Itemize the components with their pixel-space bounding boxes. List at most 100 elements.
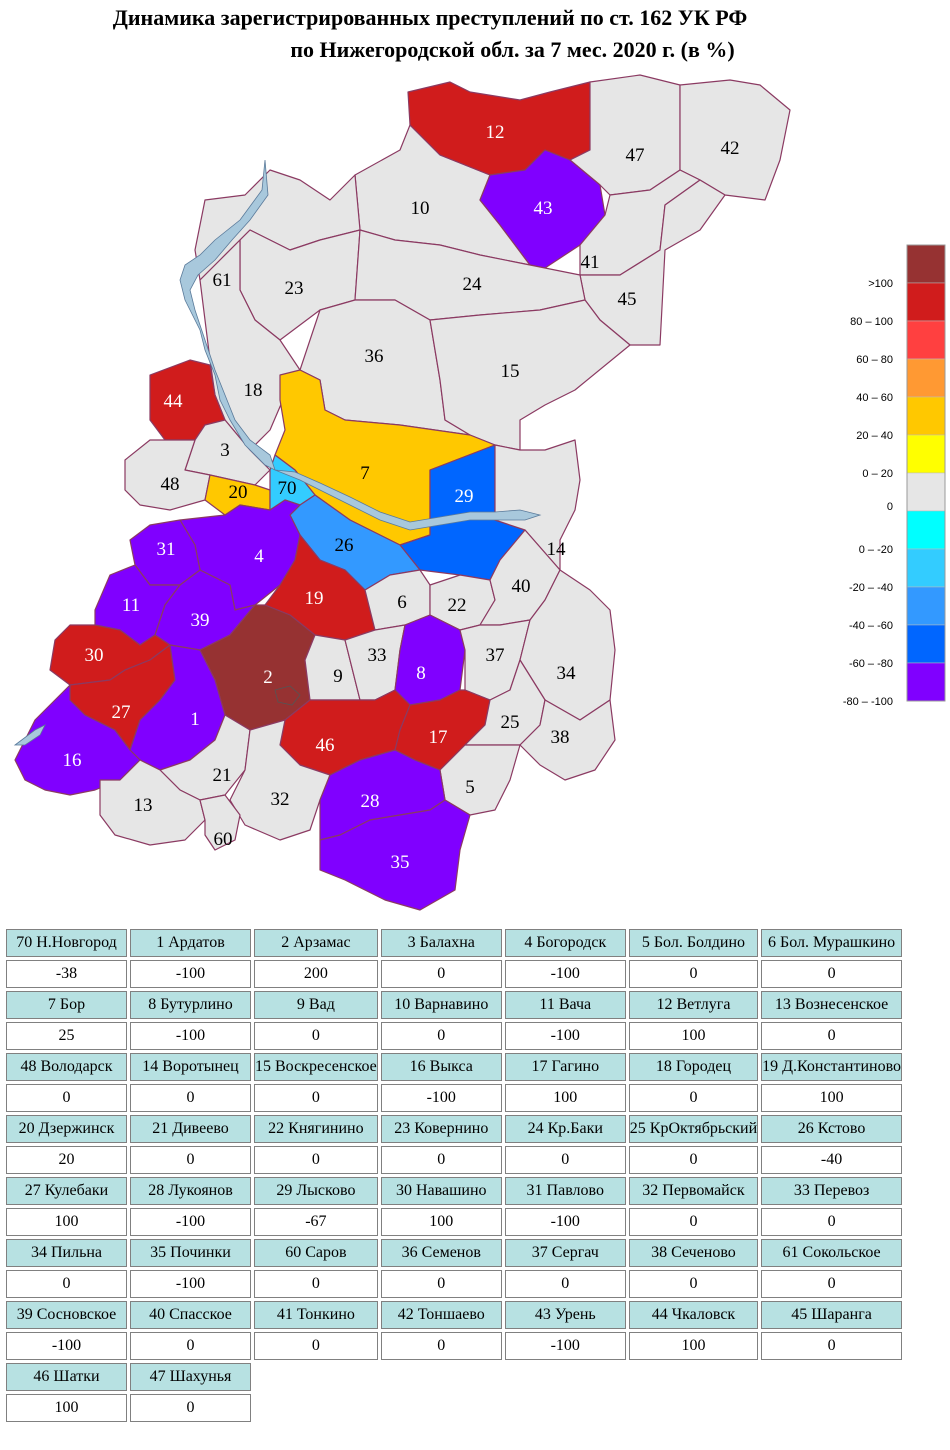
table-region-name: 5 Бол. Болдино <box>628 929 759 957</box>
table-region-name: 16 Выкса <box>380 1053 502 1081</box>
table-region-name: 70 Н.Новгород <box>6 929 127 957</box>
table-region-value: 100 <box>6 1208 127 1236</box>
title-line-1: Динамика зарегистрированных преступлений… <box>112 5 748 30</box>
region-label-42: 42 <box>721 138 740 159</box>
table-region-value: -100 <box>504 1332 626 1360</box>
table-region-value: -100 <box>130 1022 251 1050</box>
region-14[interactable] <box>494 439 581 571</box>
table-region-name: 26 Кстово <box>761 1115 903 1143</box>
table-region-name: 32 Первомайск <box>628 1177 759 1205</box>
table-region-name: 21 Дивеево <box>130 1115 251 1143</box>
table-region-value: 0 <box>130 1394 251 1422</box>
region-label-25: 25 <box>501 712 520 733</box>
legend-label-6: 0 <box>887 501 893 513</box>
region-16[interactable] <box>14 684 141 796</box>
table-region-value: -100 <box>130 1208 251 1236</box>
table-row: 100 0 <box>6 1394 902 1422</box>
region-label-38: 38 <box>551 727 570 748</box>
table-region-name: 29 Лысково <box>254 1177 378 1205</box>
table-region-value: -100 <box>130 1270 251 1298</box>
table-region-value: 0 <box>380 1146 502 1174</box>
region-label-28: 28 <box>361 791 380 812</box>
table-region-value: -100 <box>380 1084 502 1112</box>
table-region-value: 0 <box>628 1146 759 1174</box>
table-region-name: 13 Вознесенское <box>761 991 903 1019</box>
table-row: 7 Бор 8 Бутурлино 9 Вад 10 Варнавино 11 Вача… <box>6 991 903 1019</box>
title-line-2: по Нижегородской обл. за 7 мес. 2020 г. … <box>290 37 735 62</box>
region-32[interactable] <box>229 719 331 841</box>
table-empty-cell <box>761 1363 902 1391</box>
table-region-name: 18 Городец <box>628 1053 759 1081</box>
region-label-29: 29 <box>455 486 474 507</box>
table-region-value: 100 <box>628 1332 759 1360</box>
region-label-40: 40 <box>512 576 531 597</box>
table-region-name: 8 Бутурлино <box>130 991 251 1019</box>
region-label-48: 48 <box>161 474 180 495</box>
region-label-3: 3 <box>220 440 230 461</box>
table-region-value: 20 <box>6 1146 127 1174</box>
table-region-value: -38 <box>6 960 127 988</box>
table-region-value: 0 <box>761 1022 903 1050</box>
region-label-17: 17 <box>429 727 448 748</box>
region-label-35: 35 <box>391 852 410 873</box>
region-label-16: 16 <box>63 750 82 771</box>
region-label-60: 60 <box>214 829 233 850</box>
table-region-name: 1 Ардатов <box>130 929 251 957</box>
table-region-name: 40 Спасское <box>130 1301 251 1329</box>
region-label-14: 14 <box>547 539 567 560</box>
table-region-name: 15 Воскресенское <box>254 1053 378 1081</box>
table-region-name: 11 Вача <box>504 991 626 1019</box>
region-label-19: 19 <box>305 588 324 609</box>
region-label-20: 20 <box>229 482 248 503</box>
table-region-name: 36 Семенов <box>380 1239 502 1267</box>
table-region-value: 100 <box>761 1084 903 1112</box>
legend-swatch-8 <box>906 548 946 588</box>
table-region-name: 3 Балахна <box>380 929 502 957</box>
legend-swatch-5 <box>906 434 946 474</box>
region-35[interactable] <box>319 799 471 911</box>
legend-label-8: -20 – -40 <box>849 582 893 594</box>
table-region-value: 0 <box>254 1084 378 1112</box>
table-region-value: -67 <box>254 1208 378 1236</box>
region-label-8: 8 <box>416 663 426 684</box>
table-region-name: 12 Ветлуга <box>628 991 759 1019</box>
arzamas-city-icon <box>274 685 301 706</box>
table-region-name: 37 Сергач <box>504 1239 626 1267</box>
table-region-name: 20 Дзержинск <box>6 1115 127 1143</box>
legend-label-7: 0 – -20 <box>859 544 893 556</box>
table-row: 39 Сосновское 40 Спасское 41 Тонкино 42 Тон… <box>6 1301 903 1329</box>
table-region-name: 42 Тоншаево <box>380 1301 502 1329</box>
table-region-name: 10 Варнавино <box>380 991 502 1019</box>
table-region-value: 25 <box>6 1022 127 1050</box>
legend-label-0: >100 <box>868 278 893 290</box>
table-region-name: 46 Шатки <box>6 1363 127 1391</box>
table-row: -38 -100 200 0 -100 0 0 <box>6 960 903 988</box>
table-region-name: 39 Сосновское <box>6 1301 127 1329</box>
legend-swatch-2 <box>906 320 946 360</box>
region-label-36: 36 <box>365 346 384 367</box>
table-row: 20 0 0 0 0 0 -40 <box>6 1146 903 1174</box>
region-38[interactable] <box>519 699 616 781</box>
table-row: 100 -100 -67 100 -100 0 0 <box>6 1208 903 1236</box>
table-region-value: 0 <box>380 1022 502 1050</box>
table-region-value: 0 <box>380 960 502 988</box>
table-region-value: 0 <box>254 1332 378 1360</box>
region-15[interactable] <box>429 299 631 451</box>
table-empty-cell <box>381 1363 502 1391</box>
region-label-12: 12 <box>486 122 505 143</box>
legend-label-5: 0 – 20 <box>862 468 893 480</box>
table-empty-cell <box>629 1394 758 1422</box>
region-label-45: 45 <box>618 289 637 310</box>
region-label-37: 37 <box>486 645 505 666</box>
region-label-24: 24 <box>463 274 483 295</box>
region-label-41: 41 <box>581 252 600 273</box>
table-region-name: 45 Шаранга <box>761 1301 903 1329</box>
table-region-value: 200 <box>254 960 378 988</box>
table-region-value: -100 <box>504 1022 626 1050</box>
table-region-name: 43 Урень <box>504 1301 626 1329</box>
table-region-value: 0 <box>6 1084 127 1112</box>
region-60[interactable] <box>199 794 241 851</box>
table-region-name: 19 Д.Константиново <box>761 1053 903 1081</box>
